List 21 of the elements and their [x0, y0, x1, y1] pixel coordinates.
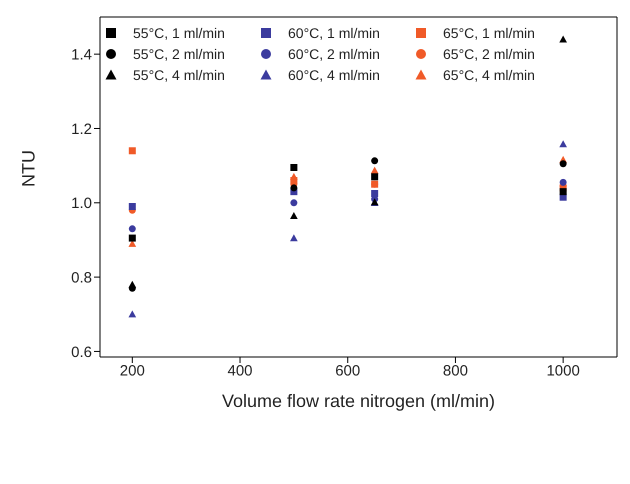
x-tick-label: 800	[442, 362, 468, 380]
legend-label: 60°C, 1 ml/min	[288, 24, 380, 40]
legend-label: 55°C, 1 ml/min	[133, 24, 225, 40]
y-tick-label: 1.0	[71, 195, 92, 212]
x-tick-label: 1000	[546, 362, 580, 380]
legend-label: 65°C, 1 ml/min	[443, 24, 535, 40]
y-axis-title: NTU	[18, 150, 38, 187]
x-tick-label: 400	[228, 362, 253, 380]
y-tick-label: 1.4	[71, 46, 92, 64]
legend-label: 60°C, 4 ml/min	[288, 66, 380, 82]
legend-label: 55°C, 2 ml/min	[133, 46, 225, 62]
legend-label: 65°C, 4 ml/min	[443, 66, 535, 82]
legend-label: 65°C, 2 ml/min	[443, 46, 535, 62]
y-tick-label: 0.8	[71, 269, 92, 286]
x-tick-label: 200	[120, 362, 145, 380]
x-axis-title: Volume flow rate nitrogen (ml/min)	[222, 391, 496, 411]
legend-label: 60°C, 2 ml/min	[288, 46, 380, 62]
y-tick-label: 0.6	[71, 344, 92, 361]
y-tick-label: 1.2	[71, 120, 92, 138]
legend-label: 55°C, 4 ml/min	[133, 66, 225, 82]
x-tick-label: 600	[335, 362, 360, 380]
